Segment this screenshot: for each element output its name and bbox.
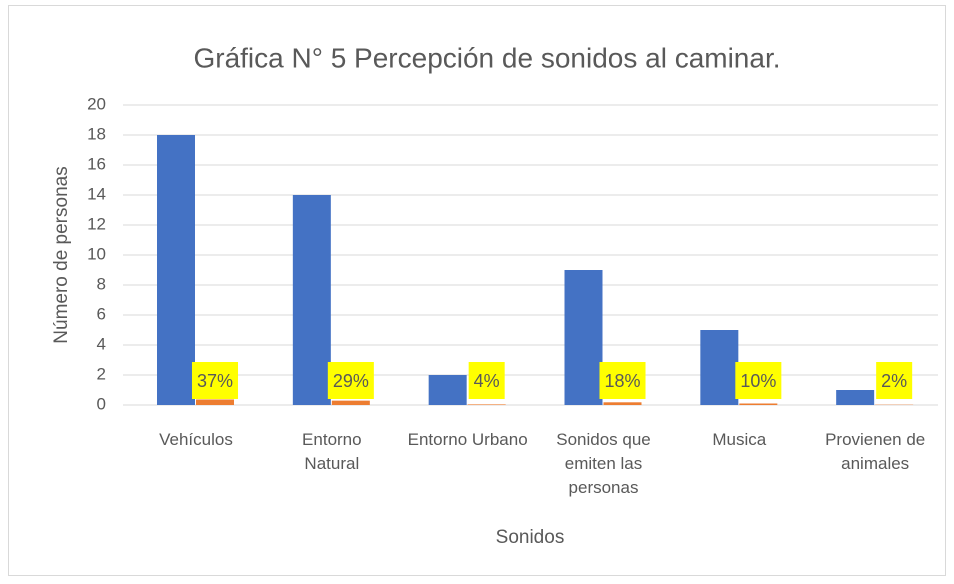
bar [468,404,506,405]
y-tick-label: 20 [87,94,106,113]
y-tick-label: 0 [97,394,106,413]
x-axis-label: Sonidos [496,527,565,548]
bar [157,135,195,405]
x-tick-label: Musica [712,430,766,449]
data-label: 18% [604,371,640,391]
bar [196,399,234,405]
data-label: 10% [740,371,776,391]
y-tick-label: 10 [87,244,106,263]
data-label: 37% [197,371,233,391]
y-axis-label: Número de personas [51,166,72,343]
bar [293,195,331,405]
chart-border [9,6,946,576]
data-label: 2% [881,371,907,391]
bar [739,404,777,406]
data-label: 29% [333,371,369,391]
bar [565,270,603,405]
bar [836,390,874,405]
bar [332,401,370,405]
bar [604,402,642,405]
x-tick-label: Entorno Urbano [408,430,528,449]
y-tick-label: 16 [87,154,106,173]
y-tick-label: 6 [97,304,106,323]
y-tick-label: 12 [87,214,106,233]
chart-title: Gráfica N° 5 Percepción de sonidos al ca… [193,42,780,73]
y-tick-label: 4 [97,334,106,353]
y-tick-label: 14 [87,184,106,203]
y-tick-label: 8 [97,274,106,293]
data-label: 4% [474,371,500,391]
bar [700,330,738,405]
y-tick-label: 18 [87,124,106,143]
bar [429,375,467,405]
x-tick-label: Vehículos [159,430,233,449]
y-tick-label: 2 [97,364,106,383]
